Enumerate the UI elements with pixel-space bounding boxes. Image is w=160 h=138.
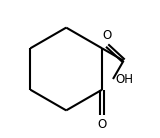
Text: OH: OH (115, 72, 133, 86)
Text: O: O (103, 29, 112, 42)
Text: O: O (97, 118, 107, 131)
